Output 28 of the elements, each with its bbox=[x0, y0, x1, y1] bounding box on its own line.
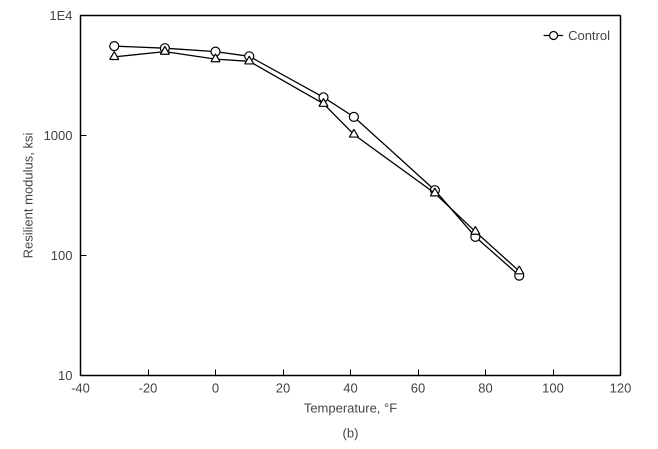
x-tick-label: 80 bbox=[478, 380, 493, 396]
x-tick-label: 20 bbox=[276, 380, 290, 396]
point bbox=[514, 265, 524, 274]
point bbox=[160, 46, 170, 55]
point bbox=[348, 128, 359, 138]
point bbox=[348, 112, 359, 122]
x-axis-title: Temperature, °F bbox=[304, 400, 398, 416]
x-tick-label: -40 bbox=[71, 380, 90, 396]
y-tick-label: 1000 bbox=[44, 128, 72, 143]
y-tick-label: 10 bbox=[58, 368, 73, 383]
text: (b) bbox=[342, 426, 358, 440]
y-axis-title: Resilient modulus, ksi bbox=[20, 132, 36, 258]
point bbox=[244, 56, 254, 65]
legend-label: Control bbox=[568, 28, 610, 42]
x-tick-label: 60 bbox=[410, 380, 426, 396]
x-tick-label: 120 bbox=[610, 380, 632, 396]
x-tick-label: -20 bbox=[138, 380, 158, 396]
point bbox=[210, 53, 221, 62]
point bbox=[318, 98, 329, 107]
y-tick-label: 1E4 bbox=[49, 8, 73, 23]
x-tick-label: 0 bbox=[212, 380, 220, 396]
x-tick-label: 100 bbox=[542, 380, 564, 396]
point bbox=[210, 46, 221, 57]
y-tick-label: 100 bbox=[50, 248, 73, 263]
point bbox=[109, 51, 120, 60]
point bbox=[109, 41, 120, 52]
x-tick-label: 40 bbox=[343, 380, 358, 396]
point bbox=[470, 226, 480, 235]
